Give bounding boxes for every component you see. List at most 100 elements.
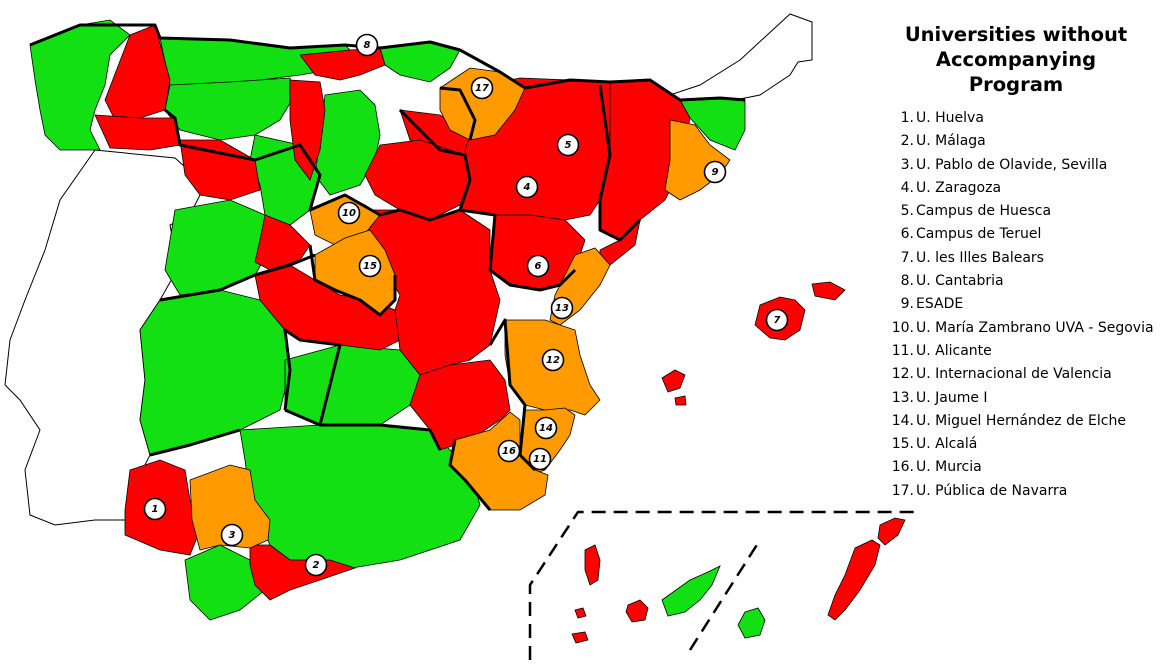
region-formentera bbox=[674, 395, 687, 406]
legend-item: 17. U. Pública de Navarra bbox=[886, 480, 1170, 503]
marker-9: 9 bbox=[703, 160, 727, 184]
marker-12: 12 bbox=[541, 348, 565, 372]
legend-item-label: U. Internacional de Valencia bbox=[916, 366, 1112, 383]
legend-item: 2. U. Málaga bbox=[886, 130, 1170, 153]
legend-item-number: 5. bbox=[900, 203, 914, 220]
marker-5: 5 bbox=[556, 133, 580, 157]
legend-item-label: Campus de Huesca bbox=[916, 203, 1052, 220]
marker-label: 13 bbox=[555, 303, 569, 314]
region-navarra bbox=[439, 67, 526, 141]
legend-item: 6. Campus de Teruel bbox=[886, 223, 1170, 246]
legend-item: 10. U. María Zambrano UVA - Segovia bbox=[886, 317, 1170, 340]
region-orense bbox=[94, 114, 181, 151]
region-barcelona bbox=[664, 119, 731, 201]
marker-circle bbox=[470, 76, 494, 100]
legend-item-number: 6. bbox=[900, 226, 914, 243]
marker-circle bbox=[534, 416, 558, 440]
marker-circle bbox=[703, 160, 727, 184]
region-malaga bbox=[249, 544, 357, 601]
legend: Universities without Accompanying Progra… bbox=[886, 22, 1170, 503]
legend-item-number: 3. bbox=[900, 156, 914, 173]
region-cadiz bbox=[184, 544, 266, 621]
regions-green bbox=[29, 19, 766, 639]
marker-label: 7 bbox=[774, 315, 781, 326]
marker-circle bbox=[497, 439, 521, 463]
legend-item-label: Campus de Teruel bbox=[916, 226, 1042, 243]
marker-16: 16 bbox=[497, 439, 521, 463]
marker-label: 11 bbox=[533, 454, 547, 465]
legend-item-number: 4. bbox=[900, 179, 914, 196]
marker-7: 7 bbox=[765, 308, 789, 332]
marker-15: 15 bbox=[358, 254, 382, 278]
marker-label: 10 bbox=[342, 208, 356, 219]
region-zamora bbox=[179, 139, 261, 201]
marker-13: 13 bbox=[550, 296, 574, 320]
marker-circle bbox=[515, 175, 539, 199]
marker-circle bbox=[358, 254, 382, 278]
marker-11: 11 bbox=[528, 447, 552, 471]
marker-circle bbox=[541, 348, 565, 372]
legend-item-label: U. Pablo de Olavide, Sevilla bbox=[916, 156, 1108, 173]
legend-item: 4. U. Zaragoza bbox=[886, 177, 1170, 200]
region-la-palma bbox=[584, 544, 601, 586]
region-cantabria bbox=[299, 47, 386, 81]
region-hierro bbox=[574, 607, 587, 619]
legend-item-number: 14. bbox=[891, 412, 914, 429]
marker-circle bbox=[143, 497, 167, 521]
legend-item-number: 15. bbox=[891, 436, 914, 453]
marker-6: 6 bbox=[526, 254, 550, 278]
legend-item: 16. U. Murcia bbox=[886, 456, 1170, 479]
marker-label: 6 bbox=[535, 261, 542, 272]
legend-item: 5. Campus de Huesca bbox=[886, 200, 1170, 223]
legend-item-number: 17. bbox=[891, 482, 914, 499]
regions-red bbox=[94, 24, 906, 644]
legend-title-line2: Accompanying Program bbox=[935, 48, 1097, 96]
marker-circle bbox=[355, 33, 379, 57]
legend-list: 1. U. Huelva 2. U. Málaga 3. U. Pablo de Olav… bbox=[886, 107, 1170, 503]
marker-label: 16 bbox=[502, 446, 516, 457]
marker-circle bbox=[526, 254, 550, 278]
legend-item: 14. U. Miguel Hernández de Elche bbox=[886, 410, 1170, 433]
legend-item-number: 16. bbox=[891, 459, 914, 476]
marker-label: 4 bbox=[523, 182, 531, 193]
legend-item-number: 11. bbox=[891, 342, 914, 359]
marker-label: 17 bbox=[475, 83, 489, 94]
marker-label: 9 bbox=[712, 167, 719, 178]
legend-item-label: U. Huelva bbox=[916, 110, 984, 126]
marker-8: 8 bbox=[355, 33, 379, 57]
legend-item-number: 13. bbox=[891, 389, 914, 406]
legend-item-label: U. Cantabria bbox=[916, 273, 1004, 290]
region-galicia bbox=[29, 19, 131, 151]
legend-item: 1. U. Huelva bbox=[886, 107, 1170, 130]
legend-item-number: 10. bbox=[891, 319, 914, 336]
marker-circle bbox=[556, 133, 580, 157]
region-seville bbox=[189, 464, 271, 551]
region-soria bbox=[364, 139, 471, 221]
marker-17: 17 bbox=[470, 76, 494, 100]
marker-label: 5 bbox=[565, 140, 572, 151]
region-albacete bbox=[409, 359, 511, 451]
region-gran-canaria bbox=[625, 599, 649, 623]
legend-item-label: U. Zaragoza bbox=[916, 179, 1002, 196]
region-ciudad-real bbox=[284, 344, 421, 426]
community-borders bbox=[29, 23, 746, 511]
legend-item: 12. U. Internacional de Valencia bbox=[886, 363, 1170, 386]
marker-circle bbox=[528, 447, 552, 471]
legend-item: 8. U. Cantabria bbox=[886, 270, 1170, 293]
legend-item: 13. U. Jaume I bbox=[886, 387, 1170, 410]
region-gomera bbox=[737, 607, 766, 639]
legend-item-label: U. Miguel Hernández de Elche bbox=[916, 412, 1126, 429]
marker-circle bbox=[337, 201, 361, 225]
legend-item: 9. ESADE bbox=[886, 293, 1170, 316]
marker-circle bbox=[304, 553, 328, 577]
region-gran-canaria-sw bbox=[571, 631, 589, 644]
marker-4: 4 bbox=[515, 175, 539, 199]
marker-label: 3 bbox=[229, 530, 236, 541]
legend-item-label: ESADE bbox=[916, 296, 964, 313]
marker-10: 10 bbox=[337, 201, 361, 225]
legend-item-label: U. Murcia bbox=[916, 459, 982, 476]
legend-item-label: U. Alicante bbox=[916, 342, 992, 359]
legend-item-label: U. Málaga bbox=[916, 133, 986, 150]
